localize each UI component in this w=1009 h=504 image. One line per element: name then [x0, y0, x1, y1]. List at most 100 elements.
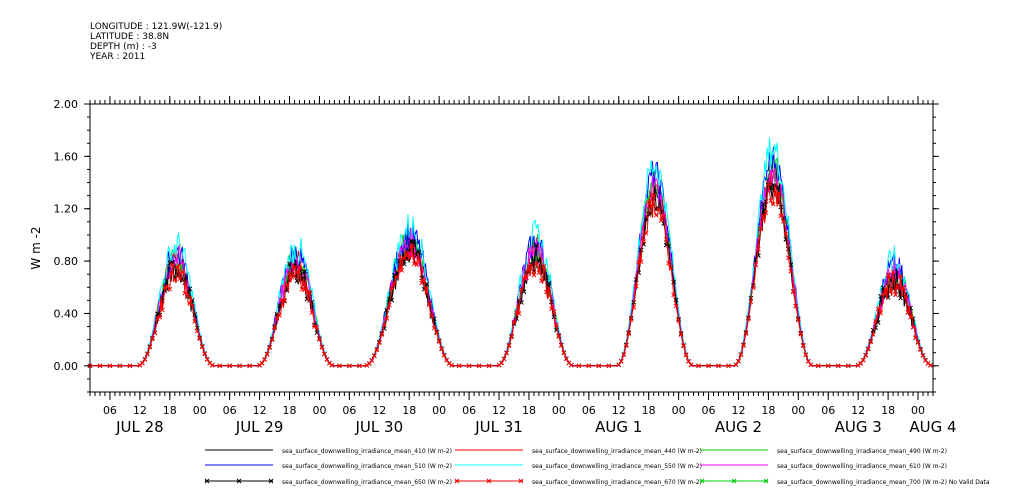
series-marker-8	[416, 257, 422, 263]
series-marker-8	[569, 362, 574, 368]
series-marker-8	[623, 343, 629, 348]
series-marker-8	[606, 363, 612, 369]
legend-marker-9	[731, 478, 737, 484]
series-marker-8	[683, 352, 689, 358]
series-marker-8	[172, 277, 178, 283]
series-marker-8	[197, 336, 203, 341]
legend-label-3: sea_surface_downwelling_irradiance_mean_…	[777, 448, 947, 455]
series-marker-8	[297, 264, 302, 270]
series-marker-8	[761, 213, 766, 219]
series-marker-8	[743, 331, 749, 336]
series-marker-8	[880, 291, 886, 297]
series-marker-8	[536, 270, 542, 276]
series-marker-8	[145, 351, 150, 357]
series-marker-8	[307, 289, 312, 295]
series-marker-7	[875, 320, 881, 325]
chart-frame	[89, 103, 934, 393]
series-marker-8	[539, 278, 544, 284]
chart-series	[87, 137, 934, 369]
series-marker-8	[793, 303, 799, 309]
series-marker-8	[169, 262, 175, 268]
series-marker-8	[140, 360, 145, 366]
legend-marker-7	[236, 478, 242, 484]
series-marker-8	[908, 314, 913, 320]
chart-axes: 0.00 0.40 0.80 1.20 1.60 2.00 W m -2 06 12 18 00 06…	[29, 96, 957, 436]
series-marker-8	[389, 285, 395, 291]
series-marker-8	[576, 363, 582, 369]
series-marker-8	[399, 268, 405, 273]
x-day-label: AUG 4	[909, 418, 956, 436]
series-marker-8	[586, 363, 592, 369]
plot-frame	[89, 103, 934, 393]
series-marker-8	[633, 283, 639, 289]
series-marker-8	[863, 353, 869, 358]
series-marker-8	[766, 181, 771, 186]
series-marker-8	[217, 363, 223, 369]
header-longitude: LONGITUDE : 121.9W(-121.9)	[90, 22, 223, 32]
series-marker-8	[526, 267, 532, 273]
series-marker-8	[756, 246, 761, 252]
series-marker-8	[277, 313, 282, 318]
series-marker-8	[741, 343, 746, 348]
series-marker-8	[174, 264, 180, 270]
series-marker-8	[661, 214, 666, 219]
series-marker-8	[414, 262, 420, 267]
chart-legend: sea_surface_downwelling_irradiance_mean_…	[204, 448, 990, 486]
legend-marker-7	[204, 478, 210, 484]
series-marker-8	[292, 264, 297, 270]
series-marker-8	[441, 353, 447, 358]
series-marker-8	[785, 255, 791, 261]
x-tick-label: 18	[283, 404, 297, 417]
legend-label-1: sea_surface_downwelling_irradiance_mean_…	[282, 448, 452, 455]
series-marker-8	[519, 287, 524, 293]
series-marker-8	[688, 362, 694, 368]
legend-marker-7	[268, 478, 274, 484]
series-marker-8	[142, 357, 148, 362]
series-marker-8	[860, 357, 866, 363]
legend-label-7: sea_surface_downwelling_irradiance_mean_…	[282, 479, 452, 486]
series-marker-8	[449, 362, 454, 368]
series-marker-8	[406, 255, 412, 261]
series-marker-8	[127, 363, 133, 369]
series-marker-8	[424, 285, 430, 291]
series-marker-8	[783, 231, 789, 237]
legend-label-4: sea_surface_downwelling_irradiance_mean_…	[282, 463, 452, 470]
legend-marker-8	[454, 478, 460, 484]
series-marker-8	[746, 316, 751, 322]
series-marker-8	[865, 346, 871, 352]
series-marker-8	[903, 294, 908, 300]
series-marker-8	[561, 350, 567, 356]
series-marker-8	[237, 363, 242, 369]
legend-label-5: sea_surface_downwelling_irradiance_mean_…	[532, 463, 702, 470]
x-day-label: JUL 31	[474, 418, 523, 436]
series-marker-8	[391, 281, 397, 286]
series-marker-8	[531, 272, 537, 278]
series-marker-8	[858, 361, 864, 366]
series-line-5	[90, 137, 934, 367]
series-marker-8	[646, 200, 652, 205]
series-marker-8	[808, 362, 814, 368]
x-tick-label: 06	[103, 404, 117, 417]
series-marker-8	[673, 303, 679, 309]
series-marker-8	[506, 343, 512, 349]
series-marker-8	[788, 268, 794, 274]
x-tick-label: 00	[911, 404, 925, 417]
series-marker-8	[626, 331, 632, 337]
x-tick-label: 00	[672, 404, 686, 417]
x-tick-label: 12	[253, 404, 267, 417]
x-day-label: AUG 3	[835, 418, 882, 436]
x-tick-label: 12	[133, 404, 147, 417]
series-marker-7	[187, 286, 193, 292]
x-tick-label: 12	[492, 404, 506, 417]
series-marker-8	[920, 353, 926, 358]
series-marker-8	[501, 356, 507, 362]
x-tick-label: 00	[552, 404, 566, 417]
legend-marker-9	[699, 478, 705, 484]
series-marker-8	[272, 325, 277, 330]
series-marker-8	[337, 363, 342, 369]
series-marker-8	[638, 259, 644, 265]
series-marker-8	[845, 363, 851, 369]
series-marker-8	[546, 286, 552, 292]
x-tick-label: 00	[432, 404, 446, 417]
